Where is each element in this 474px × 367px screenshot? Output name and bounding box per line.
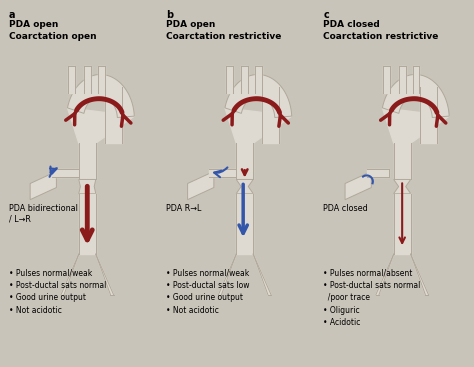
Polygon shape	[79, 143, 96, 179]
Polygon shape	[367, 170, 389, 177]
Polygon shape	[67, 108, 134, 143]
Text: a: a	[9, 10, 15, 20]
Text: PDA closed: PDA closed	[323, 204, 368, 213]
Polygon shape	[394, 194, 410, 254]
Polygon shape	[219, 254, 236, 294]
Polygon shape	[79, 194, 96, 254]
Polygon shape	[394, 179, 410, 194]
Polygon shape	[236, 194, 253, 254]
Polygon shape	[226, 66, 233, 92]
Polygon shape	[394, 143, 410, 179]
Polygon shape	[413, 66, 419, 92]
Polygon shape	[376, 254, 394, 294]
Polygon shape	[241, 66, 248, 92]
Text: PDA closed
Coarctation restrictive: PDA closed Coarctation restrictive	[323, 20, 439, 41]
Text: PDA open
Coarctation restrictive: PDA open Coarctation restrictive	[166, 20, 282, 41]
Polygon shape	[263, 87, 280, 143]
Polygon shape	[188, 171, 214, 200]
Polygon shape	[399, 66, 406, 92]
Text: b: b	[166, 10, 173, 20]
Polygon shape	[68, 66, 75, 92]
Text: PDA bidirectional
/ L→R: PDA bidirectional / L→R	[9, 204, 77, 223]
Polygon shape	[383, 66, 390, 92]
Text: PDA open
Coarctation open: PDA open Coarctation open	[9, 20, 96, 41]
Polygon shape	[410, 254, 428, 294]
Polygon shape	[345, 171, 371, 200]
Polygon shape	[420, 87, 437, 143]
Polygon shape	[253, 254, 271, 294]
Polygon shape	[30, 171, 56, 200]
Text: • Pulses normal/weak
• Post-ductal sats low
• Good urine output
• Not acidotic: • Pulses normal/weak • Post-ductal sats …	[166, 268, 249, 315]
Polygon shape	[79, 179, 96, 194]
Polygon shape	[67, 75, 134, 117]
Text: • Pulses normal/absent
• Post-ductal sats normal
  /poor trace
• Oliguric
• Acid: • Pulses normal/absent • Post-ductal sat…	[323, 268, 421, 327]
Text: c: c	[323, 10, 329, 20]
Polygon shape	[96, 254, 113, 294]
Text: PDA R→L: PDA R→L	[166, 204, 201, 213]
Text: • Pulses normal/weak
• Post-ductal sats normal
• Good urine output
• Not acidoti: • Pulses normal/weak • Post-ductal sats …	[9, 268, 106, 315]
Polygon shape	[61, 254, 79, 294]
Polygon shape	[209, 170, 236, 177]
Polygon shape	[52, 170, 79, 177]
Polygon shape	[225, 108, 292, 143]
Polygon shape	[105, 87, 122, 143]
Polygon shape	[84, 66, 91, 92]
Polygon shape	[255, 66, 262, 92]
Polygon shape	[225, 75, 292, 117]
Polygon shape	[383, 75, 449, 117]
Polygon shape	[98, 66, 105, 92]
Polygon shape	[383, 108, 449, 143]
Polygon shape	[236, 179, 253, 194]
Polygon shape	[236, 143, 253, 179]
